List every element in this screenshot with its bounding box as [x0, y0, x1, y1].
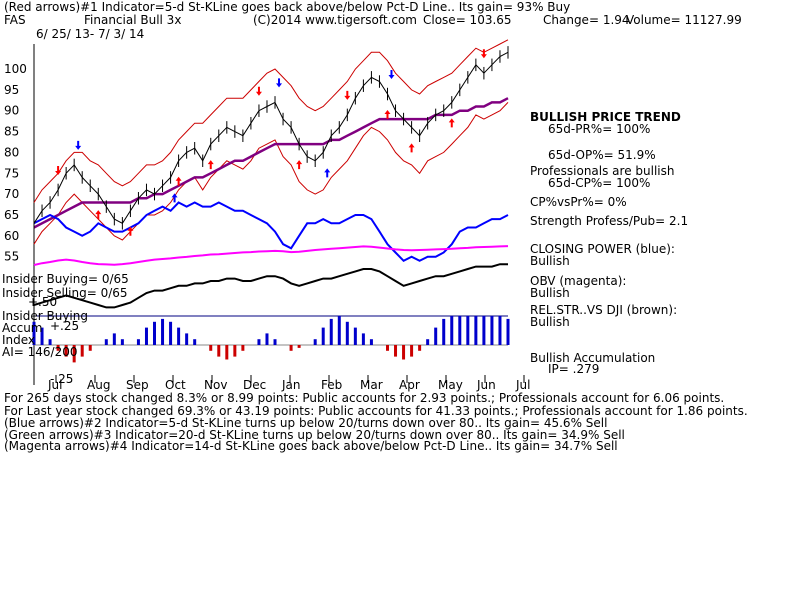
accum-label: Bullish Accumulation — [530, 351, 656, 365]
sell-arrow-icon — [344, 90, 351, 100]
upper-band-line — [33, 39, 509, 203]
x-month-label: Dec — [243, 378, 266, 392]
obv-value: Bullish — [530, 286, 570, 300]
obv-line — [33, 245, 509, 266]
y-tick-label: 90 — [4, 104, 19, 118]
relstr-line — [33, 263, 508, 309]
x-month-label: May — [438, 378, 463, 392]
blue-sell-arrow-icon — [276, 78, 283, 88]
footer-line3: (Blue arrows)#2 Indicator=5-d St-KLine t… — [4, 416, 608, 430]
buy-arrow-icon — [384, 110, 391, 120]
y-tick-label: 95 — [4, 83, 19, 97]
ip-label: IP= .279 — [548, 362, 600, 376]
index-label: Index — [2, 333, 36, 347]
buy-arrow-icon — [127, 226, 134, 236]
x-month-label: Nov — [204, 378, 227, 392]
footer-line2: For Last year stock changed 69.3% or 43.… — [4, 404, 748, 418]
sell-arrow-icon — [55, 165, 62, 175]
date-range: 6/ 25/ 13- 7/ 3/ 14 — [36, 27, 145, 41]
strength-label: Strength Profess/Pub= 2.1 — [530, 214, 689, 228]
y-tick-label: 100 — [4, 62, 27, 76]
buy-arrow-icon — [448, 118, 455, 128]
sell-arrow-icon — [255, 86, 262, 96]
y-tick-label: 75 — [4, 166, 19, 180]
closing-power-line — [33, 201, 509, 263]
moving-average-line — [33, 97, 509, 229]
x-month-label: Feb — [321, 378, 342, 392]
buy-arrow-icon — [175, 176, 182, 186]
close-label: Close= 103.65 — [423, 13, 512, 27]
blue-sell-arrow-icon — [75, 140, 82, 150]
obv-label: OBV (magenta): — [530, 274, 627, 288]
x-month-label: Apr — [399, 378, 420, 392]
buy-arrow-icon — [95, 210, 102, 220]
y-tick-label: 85 — [4, 125, 19, 139]
blue-buy-arrow-icon — [324, 168, 331, 178]
price-line — [33, 51, 509, 224]
closing-power-label: CLOSING POWER (blue): — [530, 242, 675, 256]
buy-arrow-icon — [296, 160, 303, 170]
insider-buying-label-2: Insider Buying — [2, 309, 88, 323]
symbol-label: FAS — [4, 13, 26, 27]
cpvspr-label: CP%vsPr%= 0% — [530, 195, 627, 209]
op-label: 65d-OP%= 51.9% — [548, 148, 656, 162]
buy-arrow-icon — [207, 160, 214, 170]
bullish-price-trend: BULLISH PRICE TREND — [530, 110, 681, 124]
closing-power-value: Bullish — [530, 254, 570, 268]
relstr-label: REL.STR..VS DJI (brown): — [530, 303, 678, 317]
buy-arrow-icon — [408, 143, 415, 153]
change-label: Change= 1.94 — [543, 13, 630, 27]
y-tick-label: 65 — [4, 208, 19, 222]
copyright-label: (C)2014 www.tigersoft.com — [253, 13, 417, 27]
y-tick-label: 55 — [4, 250, 19, 264]
x-month-label: Jan — [281, 378, 301, 392]
insider-selling-label: Insider Selling= 0/65 — [2, 286, 128, 300]
insider-buying-label: Insider Buying= 0/65 — [2, 272, 129, 286]
x-month-label: Jul — [47, 378, 62, 392]
footer-line1: For 265 days stock changed 8.3% or 8.99 … — [4, 391, 725, 405]
y-tick-label: 60 — [4, 229, 19, 243]
relstr-value: Bullish — [530, 315, 570, 329]
footer-line4: (Green arrows)#3 Indicator=20-d St-KLine… — [4, 428, 625, 442]
x-month-label: Oct — [165, 378, 186, 392]
lower-band-line — [33, 102, 509, 245]
pr-label: 65d-PR%= 100% — [548, 122, 651, 136]
name-label: Financial Bull 3x — [84, 13, 182, 27]
accum-index-label: Accum — [2, 321, 43, 335]
x-month-label: Aug — [87, 378, 110, 392]
blue-buy-arrow-icon — [171, 193, 178, 203]
cp-label: 65d-CP%= 100% — [548, 176, 651, 190]
x-month-label: Jul — [515, 378, 530, 392]
volume-label: Volume= 11127.99 — [626, 13, 742, 27]
y-tick-label: 70 — [4, 187, 19, 201]
y-tick-label: 80 — [4, 145, 19, 159]
accum-minus25: -.25 — [50, 372, 74, 386]
footer-line5: (Magenta arrows)#4 Indicator=14-d St-KLi… — [4, 439, 618, 453]
x-month-label: Mar — [360, 378, 383, 392]
x-month-label: Jun — [476, 378, 496, 392]
prof-bullish-label: Professionals are bullish — [530, 164, 675, 178]
accum-plus50: +.50 — [28, 295, 58, 309]
sell-arrow-icon — [480, 49, 487, 59]
ai-label: AI= 146/200 — [2, 345, 78, 359]
blue-sell-arrow-icon — [388, 70, 395, 80]
header-line1: (Red arrows)#1 Indicator=5-d St-KLine go… — [4, 0, 571, 14]
x-month-label: Sep — [126, 378, 149, 392]
accum-plus25: +.25 — [50, 319, 80, 333]
